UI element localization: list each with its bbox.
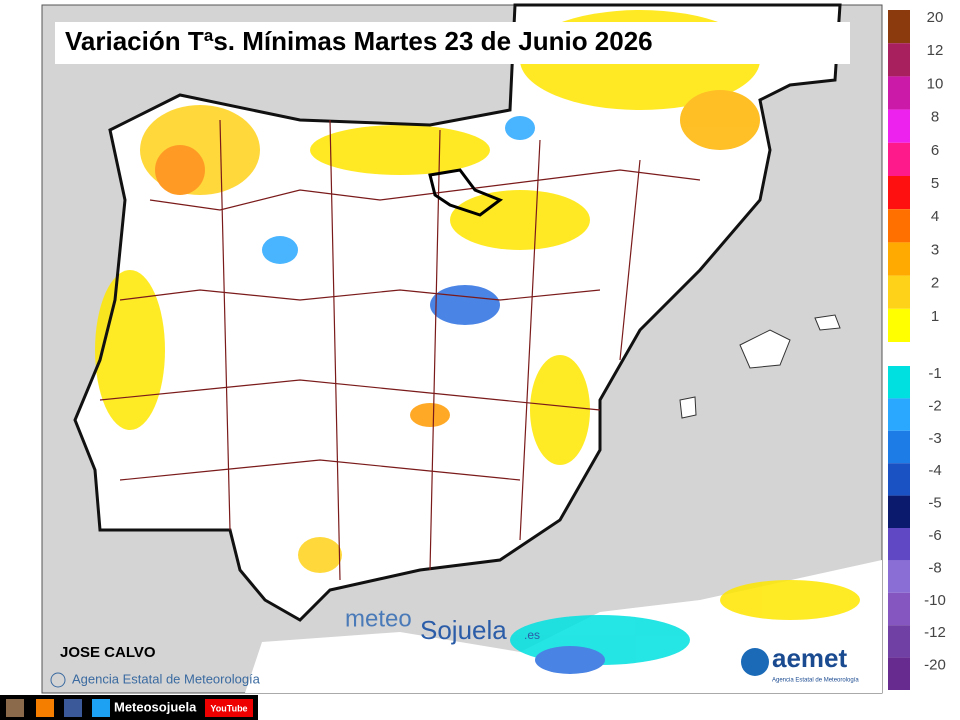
la-rioja bbox=[428, 168, 504, 217]
legend-label: -6 bbox=[928, 527, 941, 544]
legend-swatch bbox=[888, 242, 910, 276]
legend-swatch bbox=[888, 495, 910, 528]
legend-label: 6 bbox=[931, 142, 939, 159]
legend-swatch bbox=[888, 43, 910, 77]
twitter-icon bbox=[92, 699, 110, 717]
legend: 20 12 10 8 6 5 4 3 2 1 -1 -2 -3 -4 -5 -6 -8 -10 -12 -20 bbox=[888, 9, 946, 690]
legend-label: 20 bbox=[927, 9, 944, 26]
legend-label: -3 bbox=[928, 430, 941, 447]
legend-swatch bbox=[888, 657, 910, 690]
africa bbox=[245, 560, 882, 693]
legend-label: 4 bbox=[931, 208, 939, 225]
youtube-icon bbox=[205, 699, 253, 717]
legend-label: 10 bbox=[927, 75, 944, 92]
legend-label: 8 bbox=[931, 109, 939, 126]
author: JOSE CALVO bbox=[60, 644, 156, 661]
legend-label: -8 bbox=[928, 559, 941, 576]
legend-swatch bbox=[888, 76, 910, 110]
coastline bbox=[73, 3, 842, 622]
title: Variación Tªs. Mínimas Martes 23 de Juni… bbox=[65, 26, 653, 56]
legend-swatch bbox=[888, 308, 910, 342]
legend-swatch bbox=[888, 109, 910, 143]
legend-label: 3 bbox=[931, 241, 939, 258]
footer-handle: Meteosojuela bbox=[114, 699, 197, 714]
legend-swatch bbox=[888, 10, 910, 44]
province-borders bbox=[99, 119, 701, 581]
credit: Agencia Estatal de Meteorología bbox=[72, 671, 261, 686]
youtube-label: YouTube bbox=[210, 703, 247, 713]
logo-subtitle: Agencia Estatal de Meteorología bbox=[772, 678, 859, 684]
legend-swatch bbox=[888, 176, 910, 210]
title-box bbox=[55, 22, 850, 64]
legend-label: 1 bbox=[931, 308, 939, 325]
copyright-icon bbox=[50, 672, 66, 688]
islands bbox=[679, 314, 841, 419]
watermark-meteo: meteo bbox=[345, 605, 412, 632]
blogger-icon bbox=[36, 699, 54, 717]
legend-swatch bbox=[888, 528, 910, 561]
legend-label: -1 bbox=[928, 365, 941, 382]
legend-label: 5 bbox=[931, 175, 939, 192]
legend-swatch bbox=[888, 142, 910, 176]
legend-label: 2 bbox=[931, 275, 939, 292]
instagram-icon bbox=[6, 699, 24, 717]
legend-swatch bbox=[888, 625, 910, 658]
watermark-suffix: .es bbox=[524, 628, 540, 642]
legend-label: 12 bbox=[927, 42, 944, 59]
watermark-sojuela: Sojuela bbox=[420, 615, 507, 645]
legend-label: -20 bbox=[924, 657, 946, 674]
legend-swatch bbox=[888, 592, 910, 626]
legend-swatch bbox=[888, 463, 910, 496]
legend-label: -5 bbox=[928, 495, 941, 512]
legend-swatch bbox=[888, 430, 910, 464]
facebook-icon bbox=[64, 699, 82, 717]
legend-label: -4 bbox=[928, 462, 941, 479]
legend-swatch bbox=[888, 398, 910, 431]
legend-swatch bbox=[888, 275, 910, 309]
legend-label: -2 bbox=[928, 397, 941, 414]
legend-label: -10 bbox=[924, 592, 946, 609]
logo-name: aemet bbox=[772, 643, 847, 673]
legend-swatch bbox=[888, 209, 910, 243]
legend-swatch bbox=[888, 560, 910, 593]
legend-label: -12 bbox=[924, 624, 946, 641]
legend-swatch bbox=[888, 366, 910, 399]
logo-icon bbox=[741, 648, 769, 676]
